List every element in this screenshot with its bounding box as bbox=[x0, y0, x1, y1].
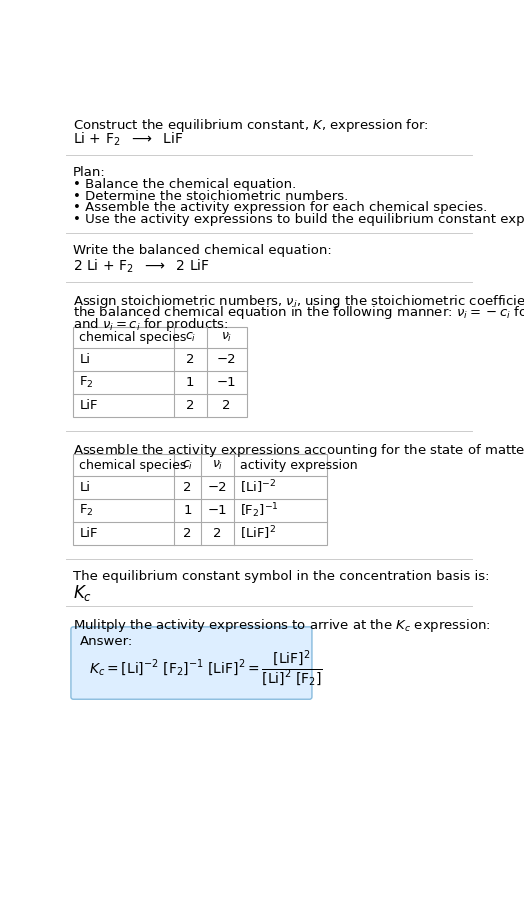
Text: • Determine the stoichiometric numbers.: • Determine the stoichiometric numbers. bbox=[73, 190, 348, 202]
Text: F$_2$: F$_2$ bbox=[80, 375, 94, 390]
Text: activity expression: activity expression bbox=[240, 458, 357, 472]
Text: −1: −1 bbox=[208, 504, 227, 517]
Text: • Assemble the activity expression for each chemical species.: • Assemble the activity expression for e… bbox=[73, 201, 487, 214]
FancyBboxPatch shape bbox=[71, 627, 312, 699]
Text: −2: −2 bbox=[208, 481, 227, 494]
Text: LiF: LiF bbox=[80, 399, 98, 413]
Text: $K_c = [\mathrm{Li}]^{-2}\ [\mathrm{F}_2]^{-1}\ [\mathrm{LiF}]^2 = \dfrac{[\math: $K_c = [\mathrm{Li}]^{-2}\ [\mathrm{F}_2… bbox=[89, 649, 323, 690]
Text: 2: 2 bbox=[223, 399, 231, 413]
Text: 1: 1 bbox=[183, 504, 192, 517]
Text: Construct the equilibrium constant, $K$, expression for:: Construct the equilibrium constant, $K$,… bbox=[73, 117, 429, 134]
Text: • Balance the chemical equation.: • Balance the chemical equation. bbox=[73, 178, 297, 191]
Text: the balanced chemical equation in the following manner: $\nu_i = -c_i$ for react: the balanced chemical equation in the fo… bbox=[73, 304, 524, 321]
Text: 2: 2 bbox=[186, 353, 194, 366]
Bar bbox=[73, 326, 247, 417]
Text: 2: 2 bbox=[183, 527, 192, 540]
Text: and $\nu_i = c_i$ for products:: and $\nu_i = c_i$ for products: bbox=[73, 316, 229, 333]
Text: −2: −2 bbox=[217, 353, 236, 366]
Text: • Use the activity expressions to build the equilibrium constant expression.: • Use the activity expressions to build … bbox=[73, 212, 524, 226]
Text: $c_i$: $c_i$ bbox=[184, 331, 196, 344]
Text: Li: Li bbox=[80, 481, 91, 494]
Text: LiF: LiF bbox=[80, 527, 98, 540]
Text: [F$_2$]$^{-1}$: [F$_2$]$^{-1}$ bbox=[240, 502, 279, 520]
Text: 2: 2 bbox=[186, 399, 194, 413]
Text: F$_2$: F$_2$ bbox=[80, 503, 94, 518]
Text: −1: −1 bbox=[217, 377, 236, 389]
Text: Li + F$_2$  $\longrightarrow$  LiF: Li + F$_2$ $\longrightarrow$ LiF bbox=[73, 130, 183, 147]
Text: Li: Li bbox=[80, 353, 91, 366]
Text: $\nu_i$: $\nu_i$ bbox=[221, 331, 232, 344]
Text: $\nu_i$: $\nu_i$ bbox=[212, 458, 223, 472]
Text: Assemble the activity expressions accounting for the state of matter and $\nu_i$: Assemble the activity expressions accoun… bbox=[73, 442, 524, 459]
Text: $c_i$: $c_i$ bbox=[182, 458, 193, 472]
Text: chemical species: chemical species bbox=[80, 331, 187, 343]
Text: Write the balanced chemical equation:: Write the balanced chemical equation: bbox=[73, 245, 332, 257]
Text: Assign stoichiometric numbers, $\nu_i$, using the stoichiometric coefficients, $: Assign stoichiometric numbers, $\nu_i$, … bbox=[73, 293, 524, 309]
Text: Answer:: Answer: bbox=[80, 636, 133, 648]
Bar bbox=[73, 454, 326, 545]
Text: [Li]$^{-2}$: [Li]$^{-2}$ bbox=[240, 479, 276, 496]
Text: 2: 2 bbox=[213, 527, 222, 540]
Text: The equilibrium constant symbol in the concentration basis is:: The equilibrium constant symbol in the c… bbox=[73, 570, 490, 583]
Text: $K_c$: $K_c$ bbox=[73, 583, 92, 603]
Text: Mulitply the activity expressions to arrive at the $K_c$ expression:: Mulitply the activity expressions to arr… bbox=[73, 617, 491, 634]
Text: chemical species: chemical species bbox=[80, 458, 187, 472]
Text: 2: 2 bbox=[183, 481, 192, 494]
Text: Plan:: Plan: bbox=[73, 165, 106, 179]
Text: 2 Li + F$_2$  $\longrightarrow$  2 LiF: 2 Li + F$_2$ $\longrightarrow$ 2 LiF bbox=[73, 257, 210, 275]
Text: 1: 1 bbox=[186, 377, 194, 389]
Text: [LiF]$^2$: [LiF]$^2$ bbox=[240, 525, 276, 542]
